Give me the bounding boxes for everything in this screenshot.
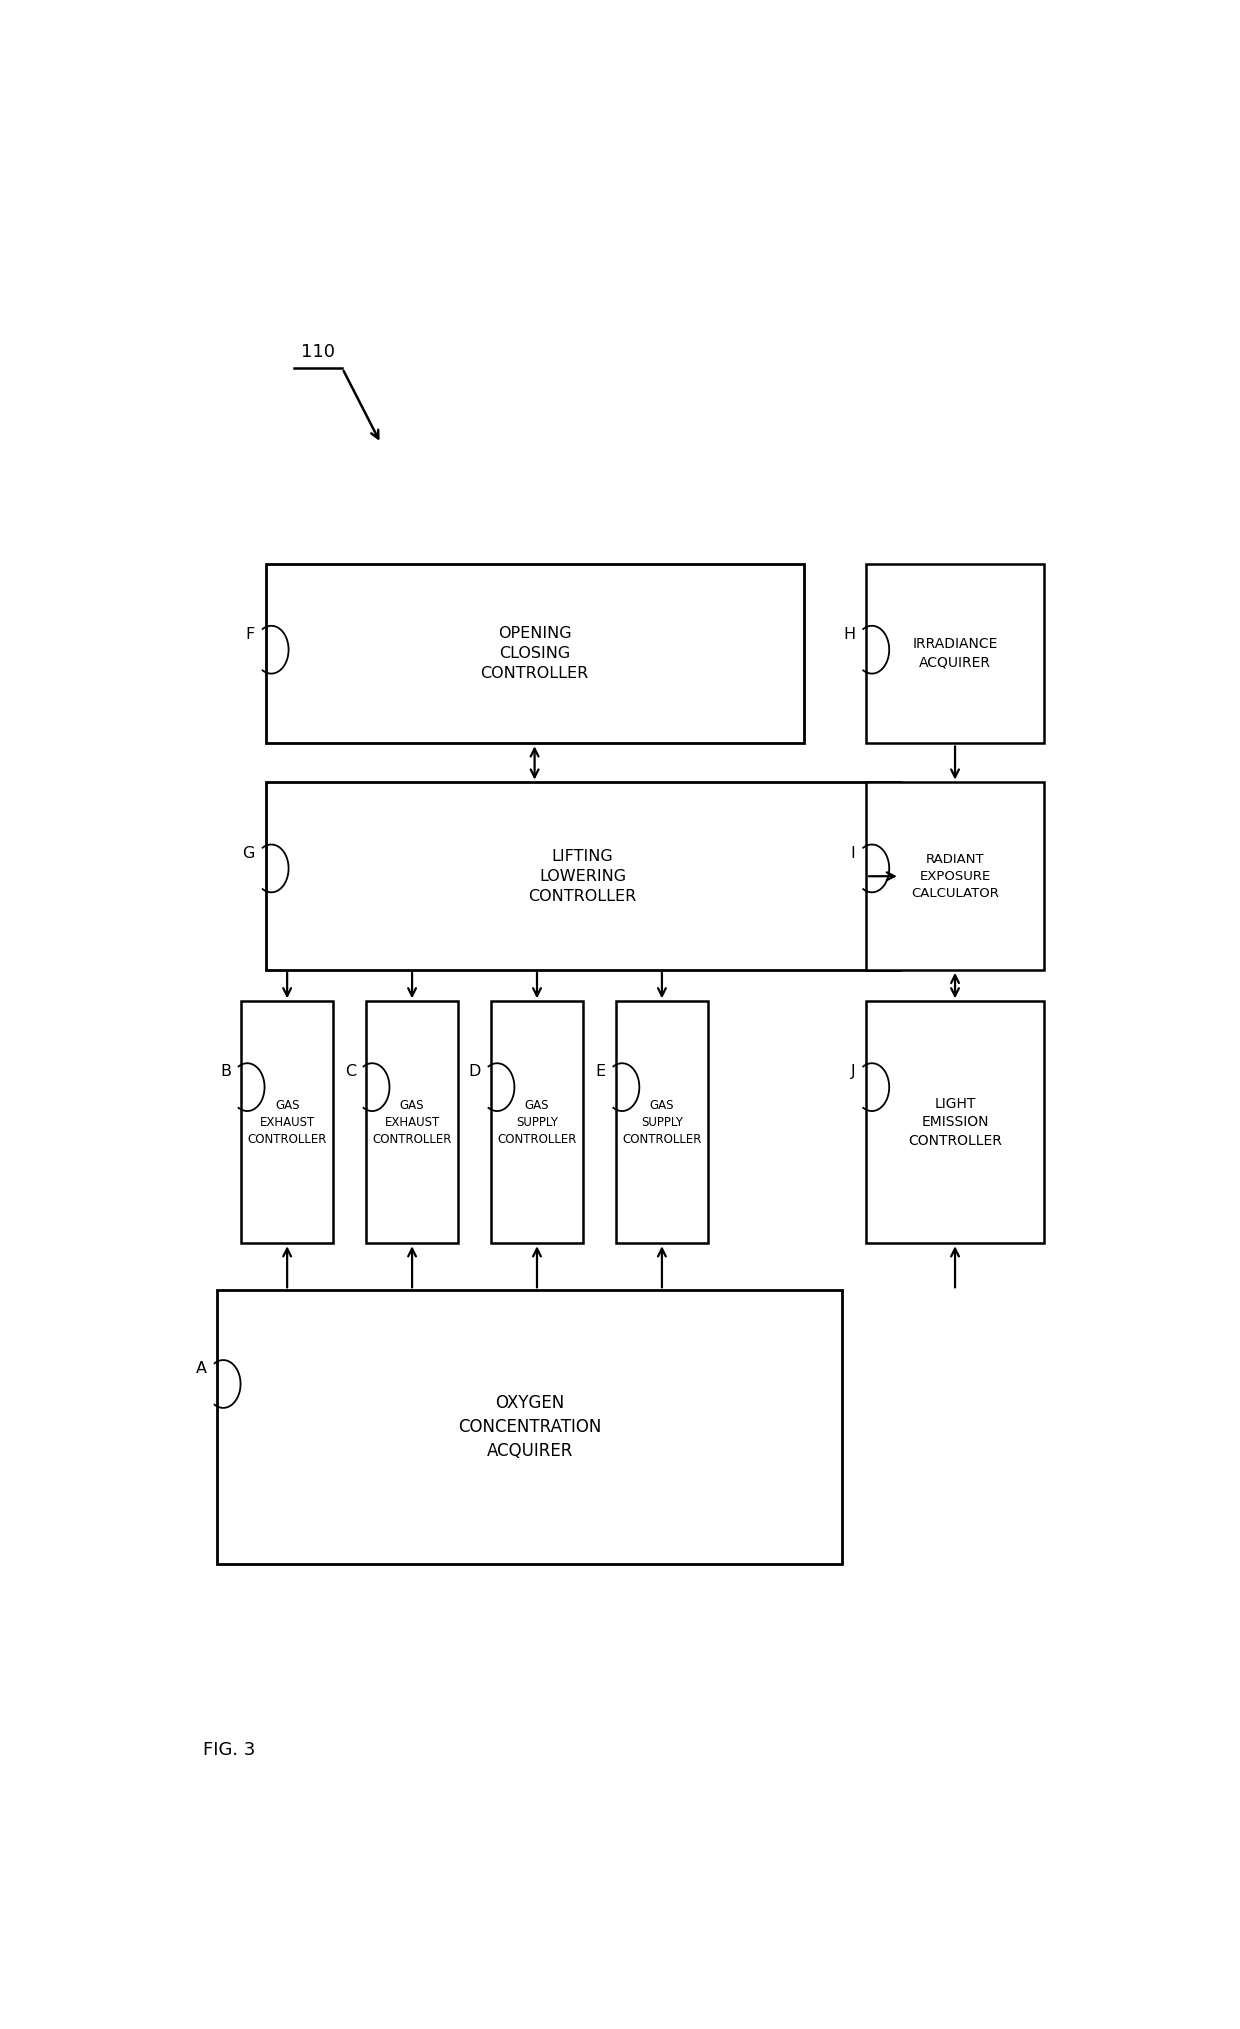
Bar <box>217 1290 842 1564</box>
Text: D: D <box>469 1065 481 1079</box>
Bar <box>866 564 1044 743</box>
Text: A: A <box>196 1361 207 1376</box>
Bar <box>616 1000 708 1244</box>
Bar <box>866 1000 1044 1244</box>
Text: GAS
SUPPLY
CONTROLLER: GAS SUPPLY CONTROLLER <box>622 1100 702 1146</box>
Text: F: F <box>246 627 255 641</box>
Text: OXYGEN
CONCENTRATION
ACQUIRER: OXYGEN CONCENTRATION ACQUIRER <box>458 1394 601 1459</box>
Bar <box>866 783 1044 970</box>
Text: LIGHT
EMISSION
CONTROLLER: LIGHT EMISSION CONTROLLER <box>908 1098 1002 1148</box>
Text: J: J <box>851 1065 856 1079</box>
Text: GAS
EXHAUST
CONTROLLER: GAS EXHAUST CONTROLLER <box>248 1100 327 1146</box>
Text: IRRADIANCE
ACQUIRER: IRRADIANCE ACQUIRER <box>913 637 998 670</box>
Text: G: G <box>243 846 255 860</box>
Text: 110: 110 <box>301 343 335 361</box>
Text: I: I <box>851 846 856 860</box>
Bar <box>265 564 804 743</box>
Bar <box>242 1000 332 1244</box>
Text: GAS
EXHAUST
CONTROLLER: GAS EXHAUST CONTROLLER <box>372 1100 451 1146</box>
Bar <box>367 1000 458 1244</box>
Text: H: H <box>843 627 856 641</box>
Text: RADIANT
EXPOSURE
CALCULATOR: RADIANT EXPOSURE CALCULATOR <box>911 852 999 899</box>
Text: OPENING
CLOSING
CONTROLLER: OPENING CLOSING CONTROLLER <box>480 627 589 682</box>
Text: C: C <box>345 1065 356 1079</box>
Text: GAS
SUPPLY
CONTROLLER: GAS SUPPLY CONTROLLER <box>497 1100 577 1146</box>
Text: LIFTING
LOWERING
CONTROLLER: LIFTING LOWERING CONTROLLER <box>528 848 637 903</box>
Bar <box>265 783 900 970</box>
Text: E: E <box>595 1065 605 1079</box>
Bar <box>491 1000 583 1244</box>
Text: FIG. 3: FIG. 3 <box>203 1741 255 1759</box>
Text: B: B <box>219 1065 231 1079</box>
